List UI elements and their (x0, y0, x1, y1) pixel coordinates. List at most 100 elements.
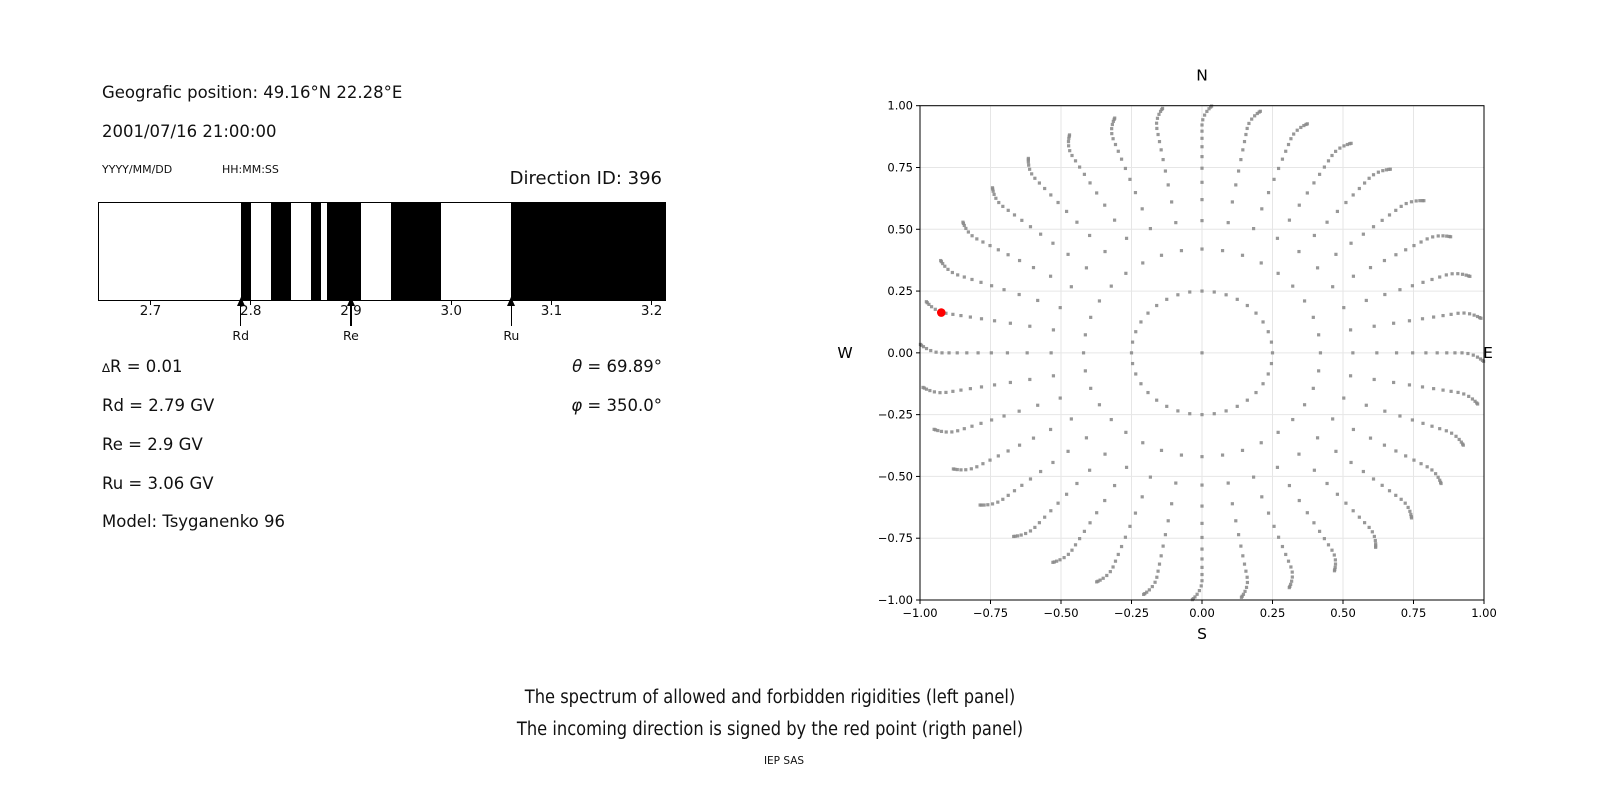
scatter-dot (975, 237, 979, 241)
scatter-dot (1239, 157, 1243, 162)
scatter-dot (1398, 414, 1402, 418)
scatter-dot (938, 391, 942, 395)
scatter-dot (1200, 483, 1204, 487)
scatter-dot (1456, 390, 1460, 395)
scatter-dot (1200, 579, 1204, 583)
scatter-dot (1161, 157, 1165, 162)
scatter-dot (1266, 191, 1271, 195)
marker-arrow-head (236, 297, 245, 306)
marker-arrow-line (510, 302, 512, 326)
scatter-dot (1170, 502, 1174, 506)
scatter-dot (1297, 452, 1301, 456)
scatter-dot (1051, 374, 1056, 378)
scatter-dot (1380, 483, 1384, 487)
scatter-dot (1224, 409, 1228, 413)
scatter-dot (1064, 209, 1069, 214)
scatter-dot (1082, 529, 1087, 533)
scatter-dot (1110, 127, 1114, 131)
scatter-dot (1431, 235, 1435, 239)
scatter-dot (1179, 453, 1184, 457)
scatter-dot (933, 428, 938, 432)
scatter-dot (1006, 449, 1010, 453)
scatter-dot (1348, 374, 1353, 378)
scatter-dot (1436, 234, 1440, 238)
forbidden-segment (326, 203, 361, 300)
scatter-dot (1409, 515, 1413, 519)
theta-text: θ = 69.89° (572, 357, 662, 376)
scatter-dot (939, 429, 944, 434)
scatter-dot (1028, 477, 1033, 481)
scatter-dot (1073, 159, 1078, 163)
scatter-dot (1075, 220, 1079, 224)
caption-line1: The spectrum of allowed and forbidden ri… (524, 687, 1016, 708)
scatter-dot (1312, 521, 1316, 525)
scatter-dot (1326, 159, 1331, 163)
scatter-dot (950, 430, 954, 434)
scatter-dot (1230, 200, 1234, 204)
scatter-dot (1033, 176, 1037, 180)
marker-arrow-label-rd: Rd (232, 328, 250, 343)
scatter-dot (996, 454, 1000, 458)
scatter-dot (1123, 535, 1128, 539)
scatter-dot (1110, 122, 1114, 127)
scatter-dot (1467, 394, 1471, 398)
scatter-dot (1371, 477, 1376, 481)
compass-label-north: N (1196, 67, 1208, 85)
spectrum-axis-tick (250, 301, 252, 305)
scatter-dot (1200, 565, 1204, 569)
scatter-dot (956, 429, 960, 433)
scatter-dot (966, 230, 970, 234)
scatter-dot (1051, 241, 1055, 245)
scatter-dot (1412, 243, 1416, 248)
scatter-dot (1244, 585, 1249, 589)
scatter-dot (1056, 501, 1060, 505)
y-tick-label: −0.75 (878, 531, 913, 545)
scatter-dot (988, 243, 992, 248)
scatter-dot (986, 503, 990, 507)
scatter-dot (1280, 544, 1285, 549)
delta-r-text: ∆R = 0.01 (102, 357, 183, 376)
scatter-dot (1241, 148, 1245, 152)
scatter-dot (992, 319, 997, 323)
scatter-dot (1116, 149, 1120, 153)
scatter-dot (1039, 469, 1043, 474)
scatter-dot (1466, 274, 1471, 278)
scatter-dot (1066, 140, 1071, 144)
scatter-dot (964, 226, 968, 231)
scatter-dot (1318, 351, 1323, 355)
scatter-dot (1367, 525, 1371, 530)
scatter-dot (992, 192, 996, 196)
scatter-dot (1441, 313, 1445, 318)
scatter-dot (1348, 328, 1353, 332)
scatter-dot (1425, 237, 1429, 241)
scatter-dot (1459, 440, 1463, 444)
scatter-dot (1103, 249, 1107, 254)
scatter-dot (1028, 377, 1032, 382)
scatter-dot (1145, 590, 1149, 594)
scatter-dot (1394, 351, 1399, 355)
scatter-dot (1348, 142, 1352, 146)
scatter-dot (1266, 330, 1270, 334)
scatter-dot (1020, 483, 1024, 487)
scatter-dot (1399, 497, 1403, 501)
scatter-dot (1031, 436, 1036, 440)
scatter-dot (1166, 183, 1170, 187)
scatter-dot (1129, 351, 1134, 355)
scatter-dot (1082, 172, 1087, 176)
scatter-dot (1200, 535, 1204, 540)
scatter-dot (1026, 158, 1030, 162)
scatter-dot (1130, 340, 1135, 344)
scatter-dot (1244, 132, 1248, 137)
scatter-dot (1157, 139, 1162, 144)
scatter-dot (1387, 489, 1392, 493)
scatter-dot (1155, 116, 1160, 120)
scatter-dot (1453, 351, 1457, 355)
scatter-dot (1159, 148, 1163, 152)
scatter-dot (1174, 221, 1178, 225)
scatter-dot (1006, 253, 1010, 257)
scatter-dot (1289, 565, 1293, 569)
scatter-dot (1200, 547, 1204, 551)
scatter-dot (964, 468, 968, 472)
scatter-dot (1158, 109, 1163, 113)
scatter-dot (1421, 280, 1425, 284)
